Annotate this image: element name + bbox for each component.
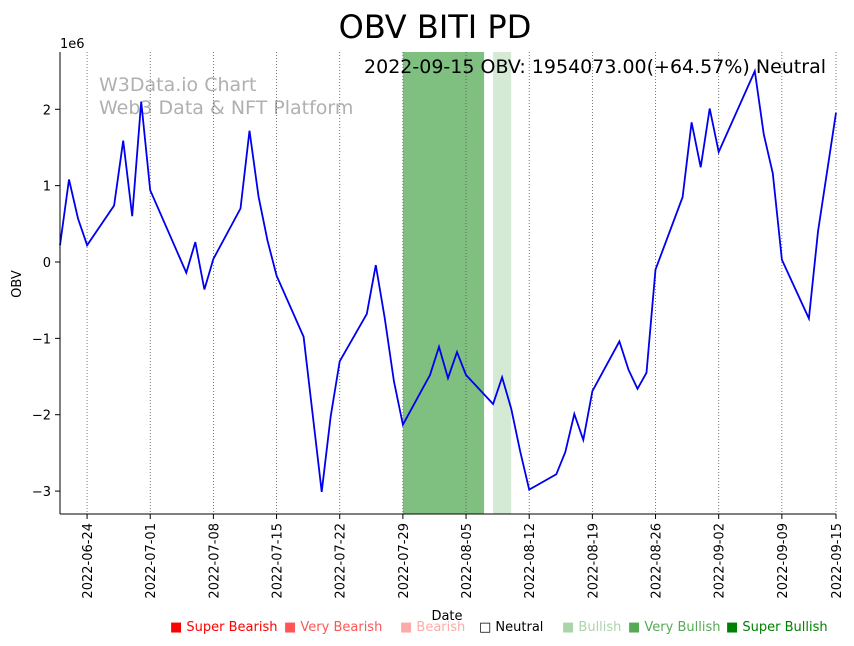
x-tick-label-8: 2022-08-19: [586, 523, 601, 599]
y-tick-label-4: 1: [43, 180, 51, 195]
legend-item-neutral: □ Neutral: [479, 620, 544, 635]
x-tick-label-3: 2022-07-15: [271, 523, 286, 599]
watermark-line-1: W3Data.io Chart: [99, 74, 256, 96]
legend-item-very-bearish: ■ Very Bearish: [284, 620, 383, 635]
x-tick-label-9: 2022-08-26: [650, 523, 665, 599]
x-tick-label-6: 2022-08-05: [460, 523, 475, 599]
x-tick-label-11: 2022-09-09: [776, 523, 791, 599]
y-tick-label-1: −2: [32, 409, 51, 424]
y-tick-label-2: −1: [32, 332, 51, 347]
y-tick-label-3: 0: [43, 256, 51, 271]
grid-lines: [86, 52, 837, 514]
shaded-region-1: [493, 52, 512, 514]
x-tick-label-0: 2022-06-24: [81, 523, 96, 599]
x-tick-label-5: 2022-07-29: [397, 523, 412, 599]
axes: −3 −2 −1 0 1 2 2022-06-24 2022-07-01 2022-07-08 2…: [32, 52, 845, 599]
shaded-regions: [402, 52, 512, 514]
y-axis-label: OBV: [10, 270, 25, 298]
legend-item-bullish: ■ Bullish: [562, 620, 622, 635]
legend-item-super-bullish: ■ Super Bullish: [726, 620, 828, 635]
legend-item-bearish: ■ Bearish: [400, 620, 466, 635]
y-tick-label-5: 2: [43, 103, 51, 118]
y-axis-multiplier: 1e6: [60, 37, 85, 52]
legend-item-very-bullish: ■ Very Bullish: [628, 620, 721, 635]
legend-item-super-bearish: ■ Super Bearish: [170, 620, 278, 635]
x-tick-label-1: 2022-07-01: [144, 523, 159, 599]
x-tick-label-12: 2022-09-15: [830, 523, 845, 599]
chart-title: OBV BITI PD: [339, 8, 532, 46]
x-tick-label-2: 2022-07-08: [207, 523, 222, 599]
watermark-line-2: Web3 Data & NFT Platform: [99, 97, 353, 119]
obv-line: [59, 67, 837, 493]
x-tick-label-10: 2022-09-02: [713, 523, 728, 599]
x-tick-label-4: 2022-07-22: [334, 523, 349, 599]
shaded-region-0: [402, 52, 485, 514]
latest-value-annotation: 2022-09-15 OBV: 1954073.00(+64.57%) Neut…: [364, 56, 826, 78]
y-tick-label-0: −3: [32, 485, 51, 500]
x-axis-label: Date: [431, 609, 462, 624]
x-tick-label-7: 2022-08-12: [523, 523, 538, 599]
